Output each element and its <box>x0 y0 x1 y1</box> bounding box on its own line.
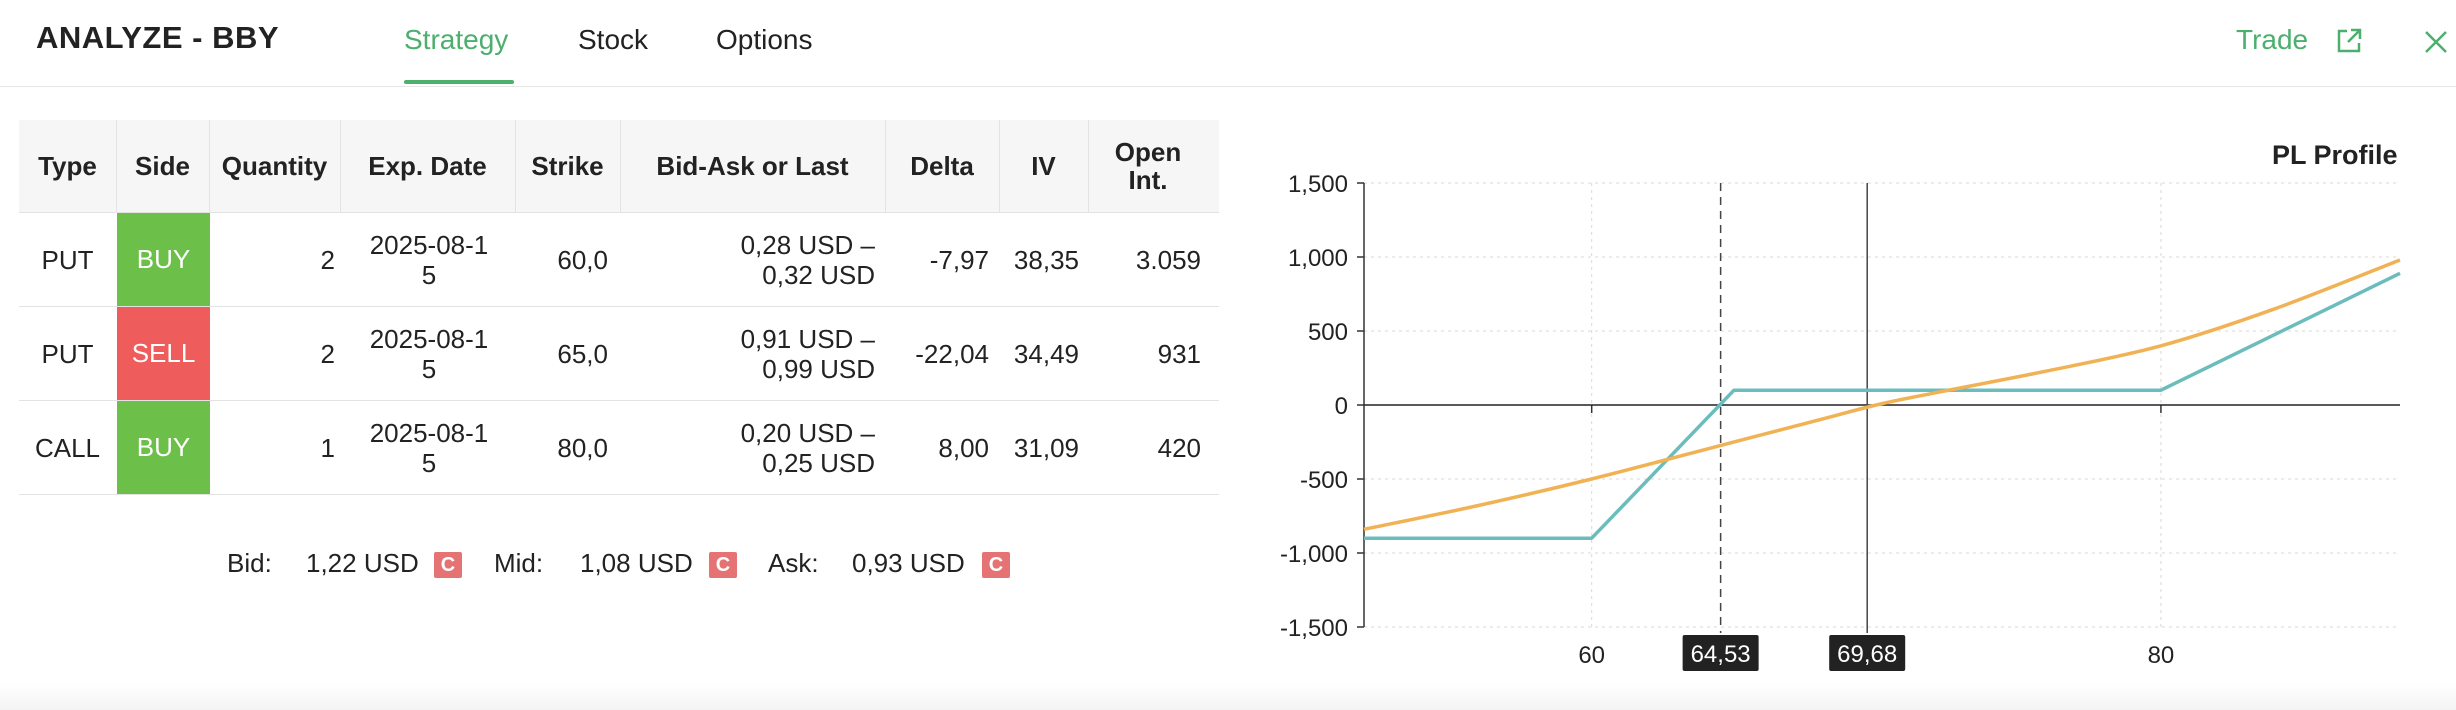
column-divider <box>116 120 117 212</box>
y-tick-label: -1,000 <box>1280 541 1348 568</box>
x-tick-label: 80 <box>2148 642 2175 669</box>
y-tick-label: 1,500 <box>1288 171 1348 198</box>
expiration-pl-line <box>1364 271 2401 540</box>
table-row: PUT SELL 2 2025-08-15 65,0 0,91 USD – 0,… <box>19 307 1219 401</box>
tab-stock[interactable]: Stock <box>578 24 649 55</box>
exp-date-text: 2025-08-15 <box>369 323 489 384</box>
column-divider <box>1088 120 1089 212</box>
currency-badge: C <box>434 552 462 578</box>
close-icon[interactable] <box>2420 26 2452 58</box>
side-buy-button[interactable]: BUY <box>117 213 210 306</box>
y-tick-label: -1,500 <box>1280 615 1348 642</box>
cell-quantity: 2 <box>320 244 335 275</box>
column-divider <box>885 120 886 212</box>
bid-ask-line-1: 0,28 USD – <box>740 229 875 260</box>
cell-delta: -7,97 <box>929 244 989 275</box>
bottom-strip <box>0 684 2456 710</box>
y-tick-label: 500 <box>1308 319 1348 346</box>
cell-bid-ask: 0,91 USD – 0,99 USD <box>620 307 875 400</box>
column-header-bid-ask: Bid-Ask or Last <box>656 151 849 181</box>
price-marker-label: 64,53 <box>1691 641 1751 668</box>
bid-label: Bid: <box>227 548 272 578</box>
tab-options[interactable]: Options <box>716 24 813 55</box>
price-marker-badge <box>1682 635 1759 671</box>
column-header-strike: Strike <box>531 151 604 181</box>
column-header-open-int: Open Int. <box>1114 137 1182 195</box>
current-pl-curve <box>1363 258 2401 532</box>
cell-delta: 8,00 <box>938 432 989 463</box>
cell-strike: 60,0 <box>557 244 608 275</box>
bid-value: 1,22 USD <box>306 548 419 578</box>
column-divider <box>620 120 621 212</box>
y-tick-label: 0 <box>1335 393 1348 420</box>
ask-label: Ask: <box>768 548 819 578</box>
tab-strategy[interactable]: Strategy <box>404 24 509 55</box>
exp-date-text: 2025-08-15 <box>369 229 489 290</box>
active-tab-indicator <box>404 80 514 84</box>
chart-title: PL Profile <box>2272 140 2398 170</box>
cell-exp-date: 2025-08-15 <box>354 213 504 306</box>
price-marker-label: 69,68 <box>1837 641 1897 668</box>
cell-iv: 31,09 <box>1013 432 1079 463</box>
ask-value: 0,93 USD <box>852 548 965 578</box>
bid-ask-line-2: 0,32 USD <box>762 259 875 290</box>
trade-link[interactable]: Trade <box>2236 24 2309 55</box>
cell-strike: 80,0 <box>557 432 608 463</box>
cell-open-int: 420 <box>1157 432 1201 463</box>
cell-quantity: 1 <box>320 432 335 463</box>
bid-ask-line-2: 0,99 USD <box>762 353 875 384</box>
cell-strike: 65,0 <box>557 338 608 369</box>
bid-ask-line-2: 0,25 USD <box>762 447 875 478</box>
y-tick-label: -500 <box>1300 467 1348 494</box>
exp-date-text: 2025-08-15 <box>369 417 489 478</box>
column-header-type: Type <box>38 151 97 181</box>
price-marker-badge <box>1829 635 1906 671</box>
column-divider <box>209 120 210 212</box>
column-divider <box>515 120 516 212</box>
y-tick-label: 1,000 <box>1288 245 1348 272</box>
side-buy-button[interactable]: BUY <box>117 401 210 494</box>
column-header-quantity: Quantity <box>221 151 328 181</box>
cell-bid-ask: 0,20 USD – 0,25 USD <box>620 401 875 494</box>
x-tick-label: 60 <box>1578 642 1605 669</box>
cell-iv: 34,49 <box>1013 338 1079 369</box>
cell-quantity: 2 <box>320 338 335 369</box>
column-header-iv: IV <box>1031 151 1056 181</box>
cell-exp-date: 2025-08-15 <box>354 307 504 400</box>
table-row: PUT BUY 2 2025-08-15 60,0 0,28 USD – 0,3… <box>19 213 1219 307</box>
cell-open-int: 3.059 <box>1135 244 1201 275</box>
column-header-exp-date: Exp. Date <box>368 151 487 181</box>
column-divider <box>999 120 1000 212</box>
currency-badge: C <box>982 552 1010 578</box>
side-sell-button[interactable]: SELL <box>117 307 210 400</box>
currency-badge: C <box>709 552 737 578</box>
mid-value: 1,08 USD <box>580 548 693 578</box>
cell-iv: 38,35 <box>1013 244 1079 275</box>
cell-type: CALL <box>34 432 101 463</box>
cell-delta: -22,04 <box>915 338 989 369</box>
bid-ask-line-1: 0,91 USD – <box>740 323 875 354</box>
header: ANALYZE - BBY Strategy Stock Options Tra… <box>0 0 2456 87</box>
app-title: ANALYZE - BBY <box>36 20 280 55</box>
external-link-icon[interactable] <box>2334 26 2364 56</box>
column-divider <box>340 120 341 212</box>
column-header-delta: Delta <box>910 151 974 181</box>
table-row: CALL BUY 1 2025-08-15 80,0 0,20 USD – 0,… <box>19 401 1219 495</box>
column-header-side: Side <box>135 151 190 181</box>
cell-exp-date: 2025-08-15 <box>354 401 504 494</box>
cell-type: PUT <box>41 244 94 275</box>
bid-ask-line-1: 0,20 USD – <box>740 417 875 448</box>
cell-type: PUT <box>41 338 94 369</box>
cell-open-int: 931 <box>1157 338 1201 369</box>
cell-bid-ask: 0,28 USD – 0,32 USD <box>620 213 875 306</box>
table-header: Type Side Quantity Exp. Date Strike Bid-… <box>19 120 1219 213</box>
mid-label: Mid: <box>494 548 544 578</box>
